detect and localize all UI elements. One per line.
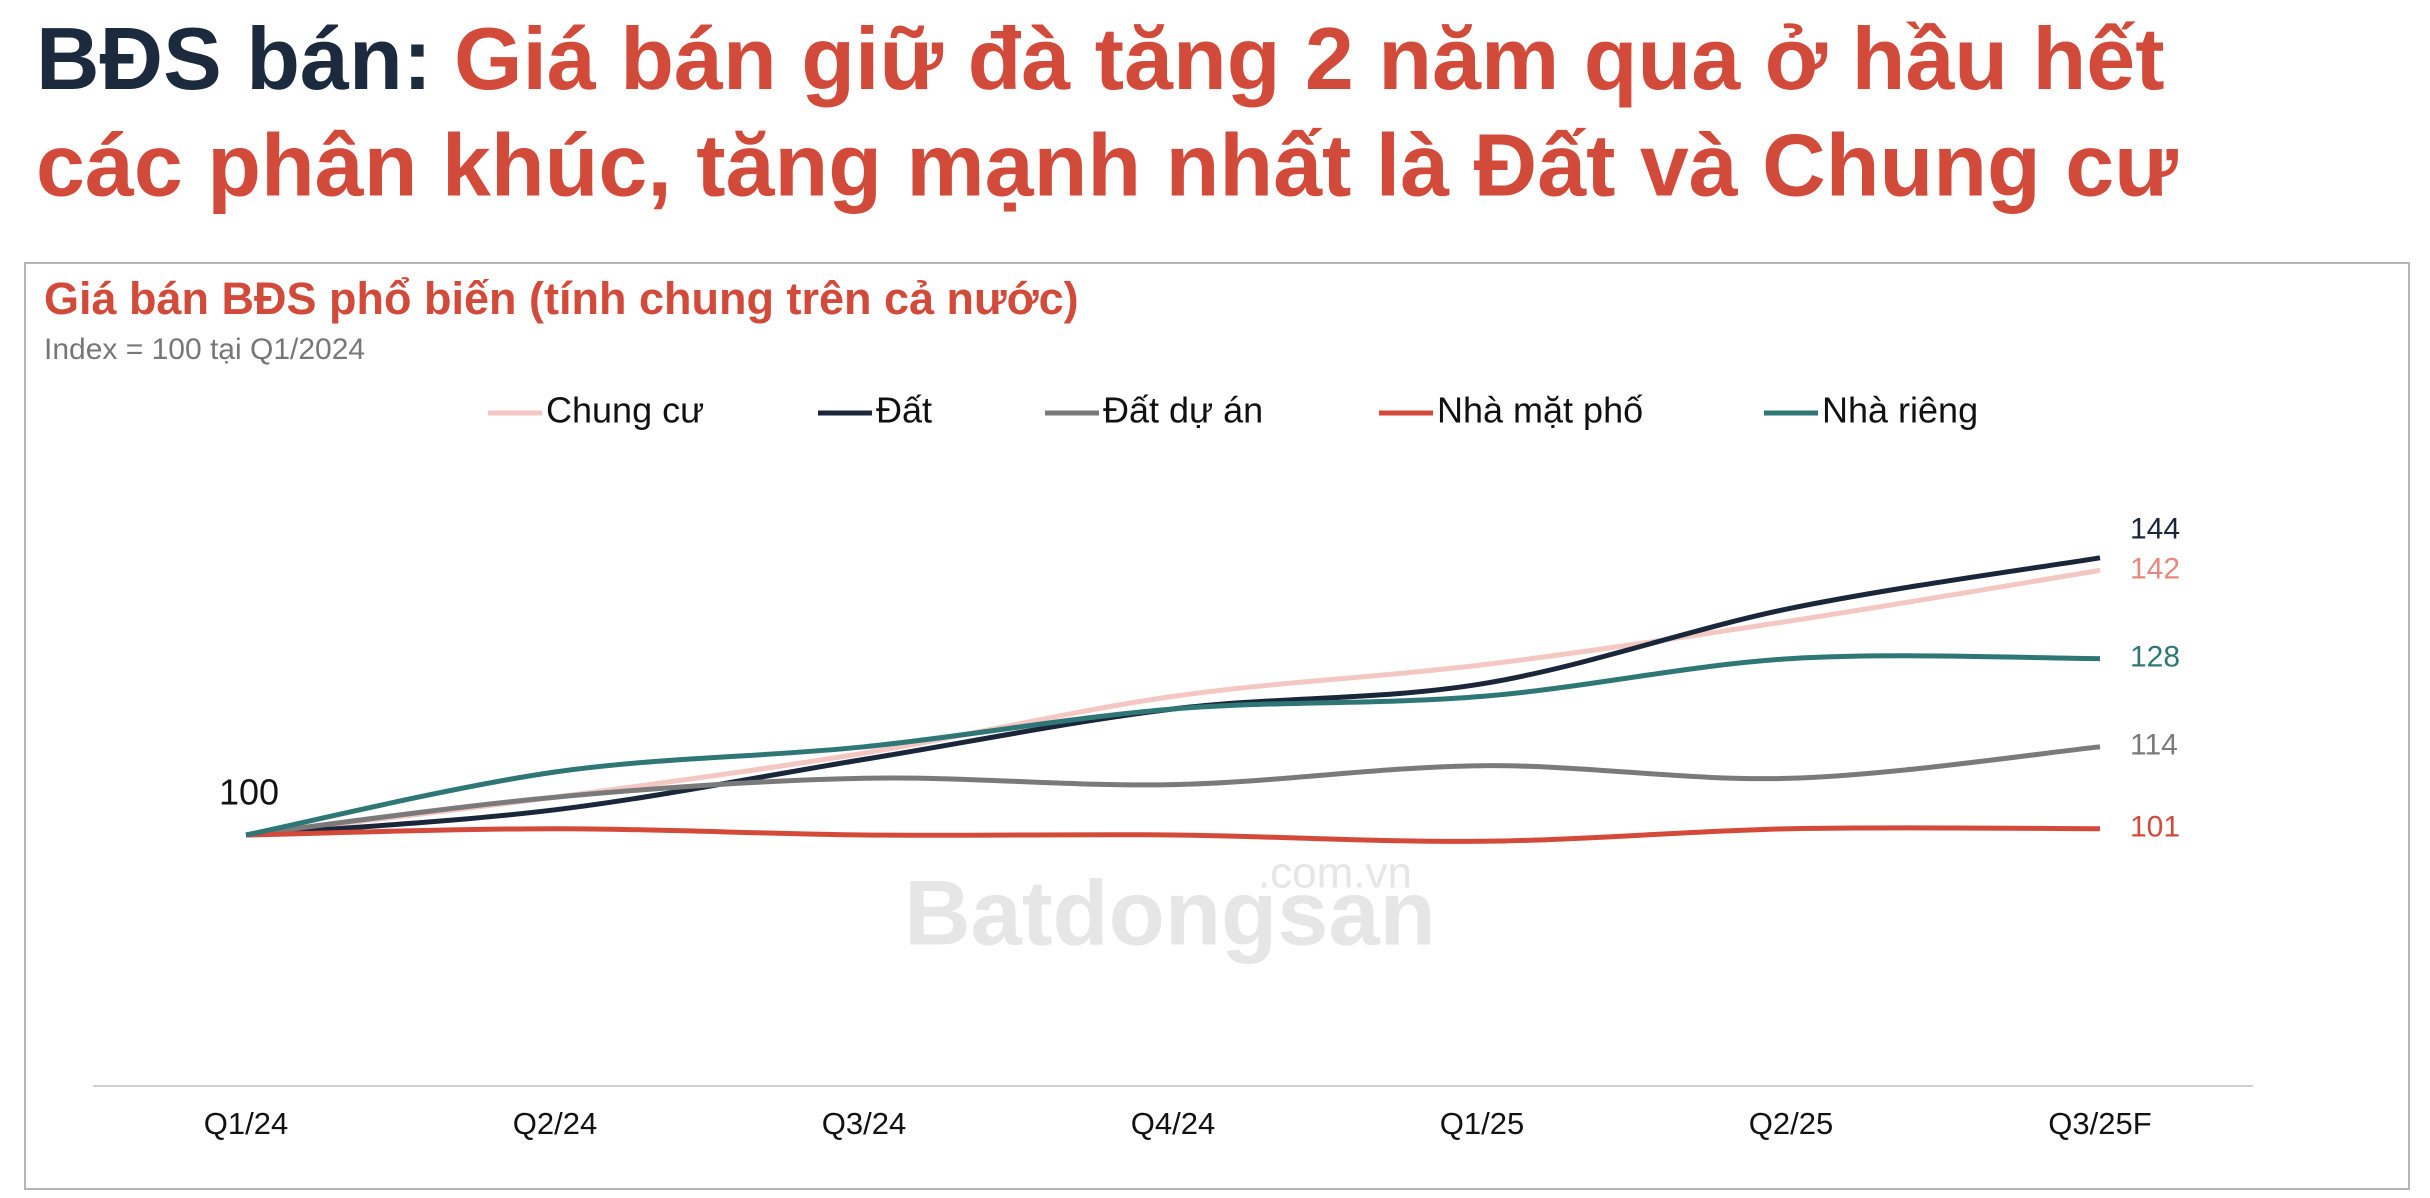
x-tick-label: Q2/24: [513, 1106, 597, 1141]
watermark-domain: .com.vn: [1258, 849, 1412, 898]
legend-label: Đất: [876, 390, 932, 431]
end-value-label: 128: [2130, 641, 2180, 674]
legend-label: Nhà mặt phố: [1437, 390, 1643, 431]
end-value-label: 142: [2130, 552, 2180, 585]
chart-frame: [24, 262, 2410, 1190]
end-value-label: 101: [2130, 811, 2180, 844]
chart-title: Giá bán BĐS phổ biến (tính chung trên cả…: [44, 273, 1079, 324]
series-line: [245, 653, 2101, 838]
watermark-brand: Batdongsan: [904, 862, 1436, 964]
x-tick-label: Q3/25F: [2048, 1106, 2151, 1141]
chart-subtitle: Index = 100 tại Q1/2024: [44, 333, 365, 366]
x-tick-label: Q1/24: [204, 1106, 288, 1141]
legend-label: Đất dự án: [1103, 390, 1263, 431]
legend-label: Chung cư: [546, 390, 704, 431]
x-tick-label: Q1/25: [1440, 1106, 1524, 1141]
end-value-label: 144: [2130, 513, 2180, 546]
start-value-label: 100: [219, 772, 279, 813]
end-value-label: 114: [2130, 729, 2178, 762]
series-line: [245, 825, 2101, 844]
series-line: [245, 744, 2101, 838]
x-tick-label: Q4/24: [1131, 1106, 1215, 1141]
x-tick-label: Q2/25: [1749, 1106, 1833, 1141]
series-line: [245, 567, 2101, 838]
legend-label: Nhà riêng: [1822, 390, 1978, 431]
heading-text: Giá bán giữ đà tăng 2 năm qua ở hầu hết: [454, 9, 2165, 108]
heading-line2: các phân khúc, tăng mạnh nhất là Đất và …: [36, 115, 2178, 214]
heading-lead: BĐS bán:: [36, 9, 432, 108]
x-tick-label: Q3/24: [822, 1106, 906, 1141]
heading-line1: BĐS bán: Giá bán giữ đà tăng 2 năm qua ở …: [36, 9, 2165, 108]
